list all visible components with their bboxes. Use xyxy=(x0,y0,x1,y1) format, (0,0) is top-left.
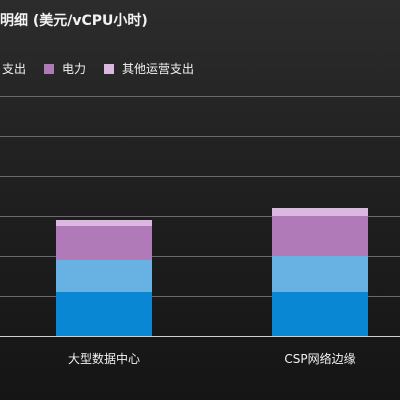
chart-title: 明细 (美元/vCPU小时) xyxy=(0,13,148,29)
legend-item-other-opex: 其他运营支出 xyxy=(104,60,194,77)
x-tick-label-0: 大型数据中心 xyxy=(68,351,140,366)
legend-item-expense: 支出 xyxy=(0,60,26,77)
bar-segment-0-1 xyxy=(56,260,152,292)
chart-legend: 支出 电力 其他运营支出 xyxy=(0,60,400,80)
bar-segment-0-0 xyxy=(56,292,152,336)
legend-label-other-opex: 其他运营支出 xyxy=(122,62,195,76)
bar-segment-1-0 xyxy=(272,292,368,336)
legend-swatch-power xyxy=(44,64,54,74)
bar-segment-1-2 xyxy=(272,216,368,256)
legend-label-expense: 支出 xyxy=(2,62,27,76)
legend-swatch-other-opex xyxy=(104,64,114,74)
legend-item-power: 电力 xyxy=(44,60,86,77)
bar-segment-0-4 xyxy=(56,220,152,226)
x-tick-label-1: CSP网络边缘 xyxy=(284,351,355,366)
legend-label-power: 电力 xyxy=(62,62,87,76)
bar-segment-1-4 xyxy=(272,208,368,216)
bar-segment-1-1 xyxy=(272,256,368,292)
bar-segment-0-2 xyxy=(56,226,152,260)
